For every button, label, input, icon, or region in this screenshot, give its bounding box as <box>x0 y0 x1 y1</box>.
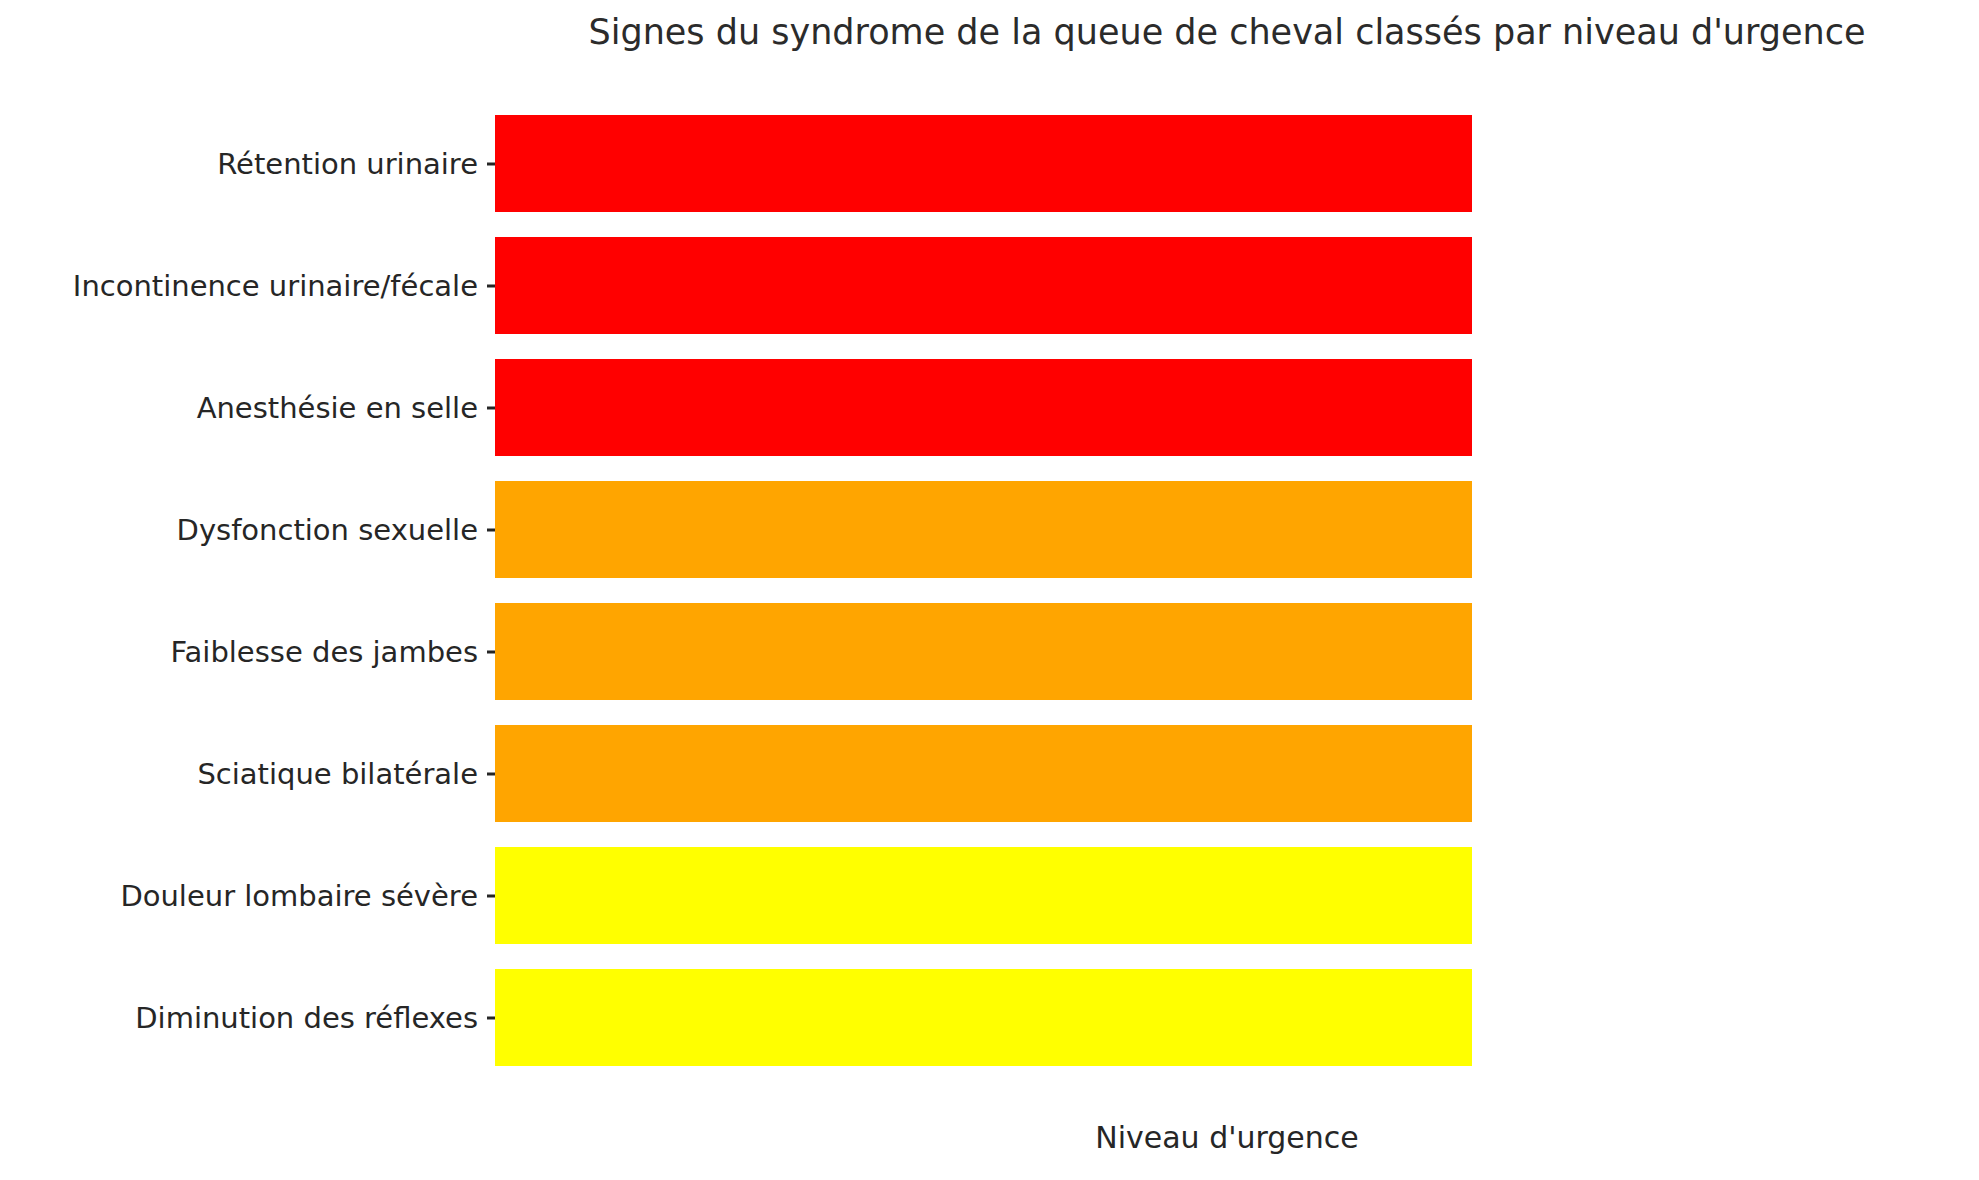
bar-row: Rétention urinaire <box>0 115 1979 212</box>
bar-6 <box>495 725 1472 822</box>
bar-row: Diminution des réflexes <box>0 969 1979 1066</box>
bar-row: Sciatique bilatérale <box>0 725 1979 822</box>
bar-chart-figure: Signes du syndrome de la queue de cheval… <box>0 0 1979 1180</box>
category-label: Faiblesse des jambes <box>171 635 478 669</box>
bar-2 <box>495 237 1472 334</box>
category-label: Douleur lombaire sévère <box>120 879 478 913</box>
bar-8 <box>495 969 1472 1066</box>
bar-row: Anesthésie en selle <box>0 359 1979 456</box>
chart-title: Signes du syndrome de la queue de cheval… <box>495 12 1959 52</box>
category-label: Rétention urinaire <box>217 147 478 181</box>
category-label: Diminution des réflexes <box>135 1001 478 1035</box>
bar-3 <box>495 359 1472 456</box>
category-label: Sciatique bilatérale <box>197 757 478 791</box>
bar-1 <box>495 115 1472 212</box>
x-axis-label: Niveau d'urgence <box>495 1120 1959 1155</box>
bar-row: Douleur lombaire sévère <box>0 847 1979 944</box>
bar-row: Faiblesse des jambes <box>0 603 1979 700</box>
bar-5 <box>495 603 1472 700</box>
category-label: Dysfonction sexuelle <box>177 513 478 547</box>
category-label: Anesthésie en selle <box>197 391 478 425</box>
bar-row: Dysfonction sexuelle <box>0 481 1979 578</box>
category-label: Incontinence urinaire/fécale <box>73 269 478 303</box>
bar-7 <box>495 847 1472 944</box>
bar-row: Incontinence urinaire/fécale <box>0 237 1979 334</box>
bar-4 <box>495 481 1472 578</box>
